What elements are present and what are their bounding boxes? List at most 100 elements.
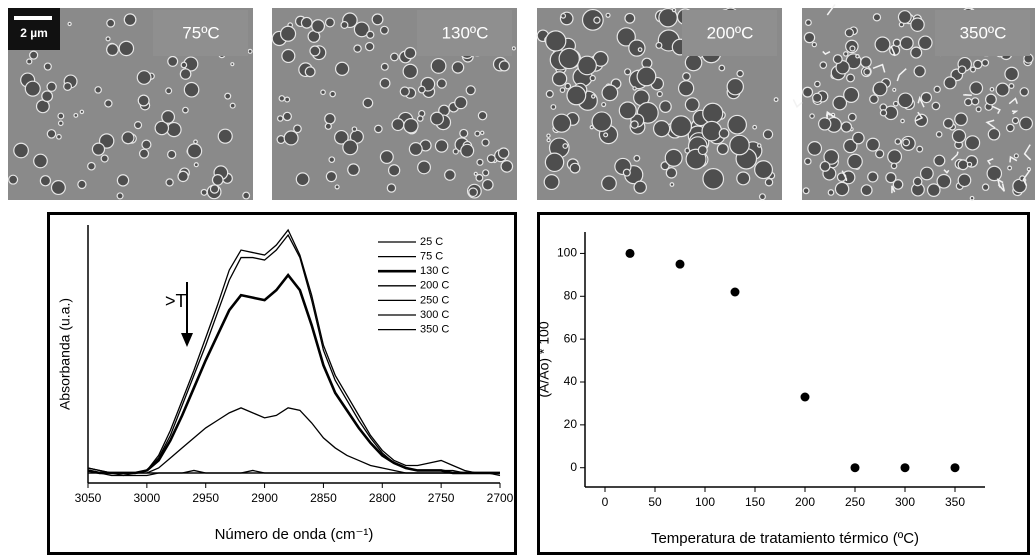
pore xyxy=(168,57,178,67)
pore xyxy=(106,37,110,41)
pore xyxy=(231,63,234,66)
pore xyxy=(845,29,853,37)
y-tick-label: 40 xyxy=(564,374,578,388)
data-point xyxy=(851,463,860,472)
pore xyxy=(755,161,773,179)
pore xyxy=(808,142,822,156)
pore xyxy=(124,14,136,26)
pore xyxy=(380,26,388,34)
legend-label: 350 C xyxy=(420,324,449,336)
pore xyxy=(1009,84,1014,89)
pore xyxy=(547,139,550,142)
pore xyxy=(326,172,336,182)
x-tick-label: 0 xyxy=(602,495,609,509)
pore xyxy=(638,48,642,52)
y-tick-label: 60 xyxy=(564,331,578,345)
pore xyxy=(958,66,966,74)
x-tick-label: 300 xyxy=(895,495,915,509)
pore xyxy=(853,132,864,143)
pore xyxy=(657,92,662,97)
pore xyxy=(893,39,900,46)
pore xyxy=(1005,67,1018,80)
pore xyxy=(418,161,431,174)
pore xyxy=(876,150,884,158)
pore xyxy=(27,59,32,64)
pore xyxy=(58,113,64,119)
x-tick-label: 2850 xyxy=(310,491,337,505)
pore xyxy=(478,111,486,119)
pore xyxy=(335,185,339,189)
pore xyxy=(804,32,814,42)
pore xyxy=(563,144,568,149)
pore xyxy=(812,43,816,47)
pore xyxy=(418,116,423,121)
pore xyxy=(867,138,880,151)
x-axis-label: Temperatura de tratamiento térmico (ºC) xyxy=(651,530,919,547)
scale-bar xyxy=(14,16,52,20)
pore xyxy=(844,52,848,56)
pore xyxy=(606,13,610,17)
pore xyxy=(666,168,676,178)
pore xyxy=(105,100,112,107)
crack xyxy=(793,99,802,106)
pore xyxy=(894,101,898,105)
pore xyxy=(654,121,670,137)
pore xyxy=(352,127,356,131)
pore xyxy=(631,121,638,128)
pore xyxy=(381,63,388,70)
pore xyxy=(1020,88,1028,96)
pore xyxy=(760,194,766,200)
pore xyxy=(888,150,902,164)
pore xyxy=(194,140,198,144)
pore xyxy=(137,71,151,85)
pore xyxy=(88,162,95,169)
pore xyxy=(122,132,134,144)
pore xyxy=(934,155,945,166)
pore xyxy=(453,149,458,154)
pore xyxy=(633,87,636,90)
pore xyxy=(875,37,890,52)
legend-label: 130 C xyxy=(420,265,449,277)
pore xyxy=(848,113,856,121)
pore xyxy=(475,131,480,136)
pore xyxy=(970,82,983,95)
pore xyxy=(901,119,904,122)
pore xyxy=(703,169,724,190)
x-tick-label: 2950 xyxy=(192,491,219,505)
pore xyxy=(594,17,600,23)
pore xyxy=(873,14,880,21)
x-tick-label: 250 xyxy=(845,495,865,509)
x-tick-label: 350 xyxy=(945,495,965,509)
x-axis-label: Número de onda (cm⁻¹) xyxy=(215,526,374,543)
pore xyxy=(194,163,198,167)
pore xyxy=(623,169,630,176)
pore xyxy=(813,93,822,102)
pore xyxy=(162,111,175,124)
pore xyxy=(140,149,149,158)
pore xyxy=(437,79,446,88)
pore xyxy=(418,86,425,93)
pore xyxy=(166,179,173,186)
pore xyxy=(481,131,484,134)
pore xyxy=(312,20,325,33)
pore xyxy=(880,110,886,116)
pore xyxy=(952,129,965,142)
pore xyxy=(409,143,422,156)
pore xyxy=(431,59,446,74)
legend-label: 300 C xyxy=(420,309,449,321)
pore xyxy=(1014,154,1018,158)
pore xyxy=(986,94,997,105)
pore xyxy=(354,45,361,52)
pore xyxy=(763,130,772,139)
pore xyxy=(135,122,142,129)
pore xyxy=(107,44,119,56)
pore xyxy=(820,162,830,172)
image-label: 130ºC xyxy=(442,23,489,42)
pore xyxy=(305,67,315,77)
pore xyxy=(856,55,859,58)
pore xyxy=(431,112,444,125)
pore xyxy=(911,47,922,58)
pore xyxy=(167,123,181,137)
x-tick-label: 3050 xyxy=(75,491,102,505)
